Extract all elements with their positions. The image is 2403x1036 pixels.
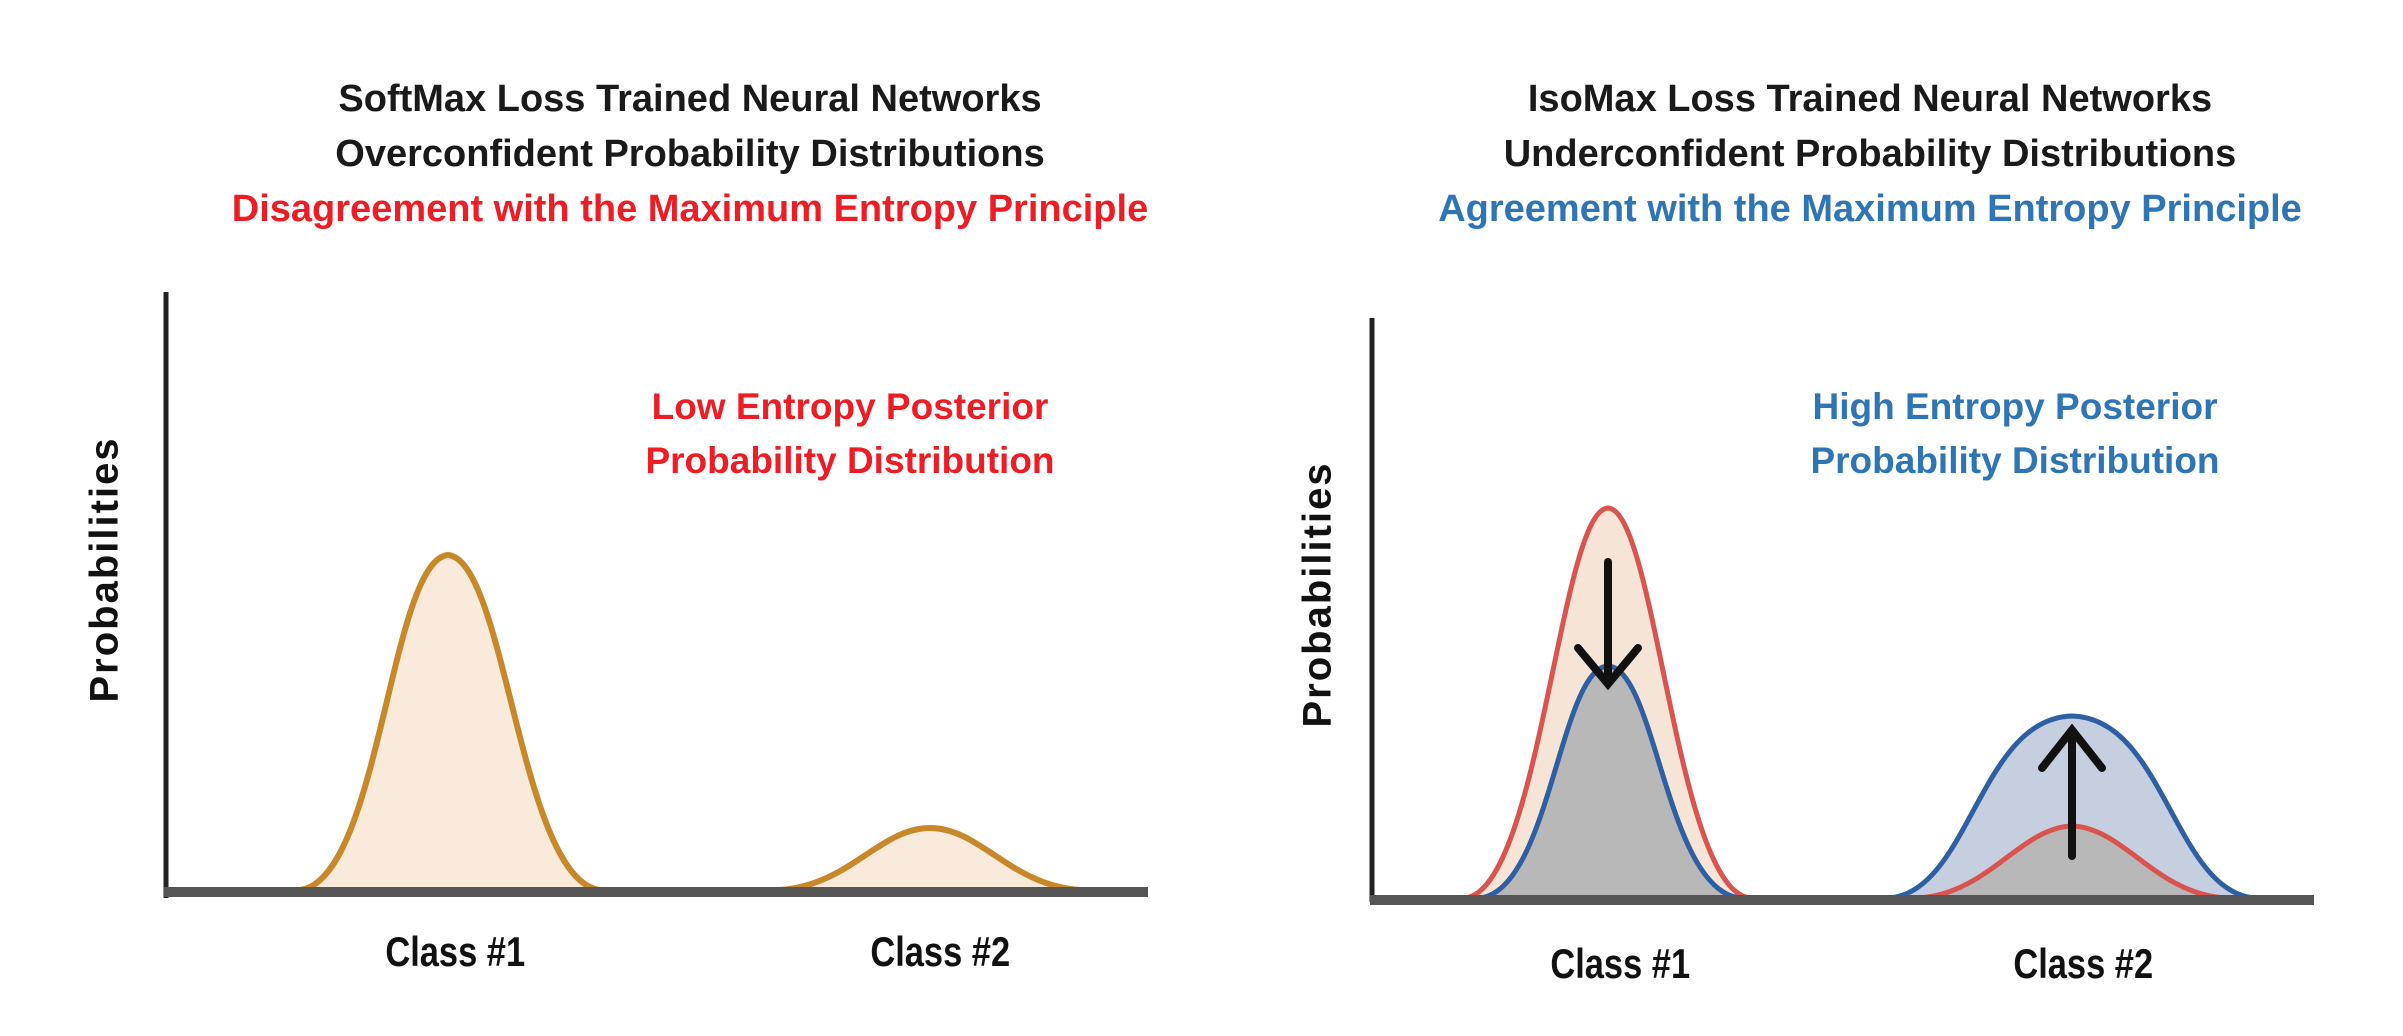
increase-arrow-icon bbox=[2038, 723, 2106, 860]
softmax-class1-label: Class #1 bbox=[385, 928, 526, 975]
isomax-title-line-1: IsoMax Loss Trained Neural Networks bbox=[1527, 78, 2213, 120]
isomax-title: IsoMax Loss Trained Neural Networks Unde… bbox=[1370, 72, 2370, 237]
softmax-title-line-2: Overconfident Probability Distributions bbox=[335, 133, 1045, 175]
softmax-annotation: Low Entropy Posterior Probability Distri… bbox=[580, 380, 1120, 488]
softmax-class1-distribution bbox=[299, 551, 601, 893]
softmax-panel: SoftMax Loss Trained Neural Networks Ove… bbox=[0, 0, 1200, 1036]
softmax-class2-distribution bbox=[779, 824, 1081, 893]
softmax-annotation-line-2: Probability Distribution bbox=[645, 440, 1055, 481]
softmax-annotation-line-1: Low Entropy Posterior bbox=[651, 386, 1049, 427]
isomax-annotation-line-1: High Entropy Posterior bbox=[1812, 386, 2218, 427]
isomax-panel: IsoMax Loss Trained Neural Networks Unde… bbox=[1200, 0, 2403, 1036]
softmax-principle-line: Disagreement with the Maximum Entropy Pr… bbox=[231, 188, 1149, 230]
isomax-annotation-line-2: Probability Distribution bbox=[1810, 440, 2220, 481]
isomax-principle-line: Agreement with the Maximum Entropy Princ… bbox=[1438, 188, 2302, 230]
softmax-title-line-1: SoftMax Loss Trained Neural Networks bbox=[338, 78, 1042, 120]
softmax-title: SoftMax Loss Trained Neural Networks Ove… bbox=[190, 72, 1190, 237]
isomax-class1-label: Class #1 bbox=[1550, 940, 1691, 987]
decrease-arrow-icon bbox=[1574, 558, 1642, 691]
isomax-title-line-2: Underconfident Probability Distributions bbox=[1503, 133, 2237, 175]
isomax-plot bbox=[1369, 318, 2314, 905]
isomax-annotation: High Entropy Posterior Probability Distr… bbox=[1745, 380, 2285, 488]
softmax-class2-label: Class #2 bbox=[870, 928, 1011, 975]
softmax-plot bbox=[163, 292, 1148, 898]
isomax-y-axis-label: Probabilities bbox=[1295, 461, 1340, 728]
isomax-class2-label: Class #2 bbox=[2013, 940, 2154, 987]
softmax-y-axis-label: Probabilities bbox=[82, 436, 127, 703]
